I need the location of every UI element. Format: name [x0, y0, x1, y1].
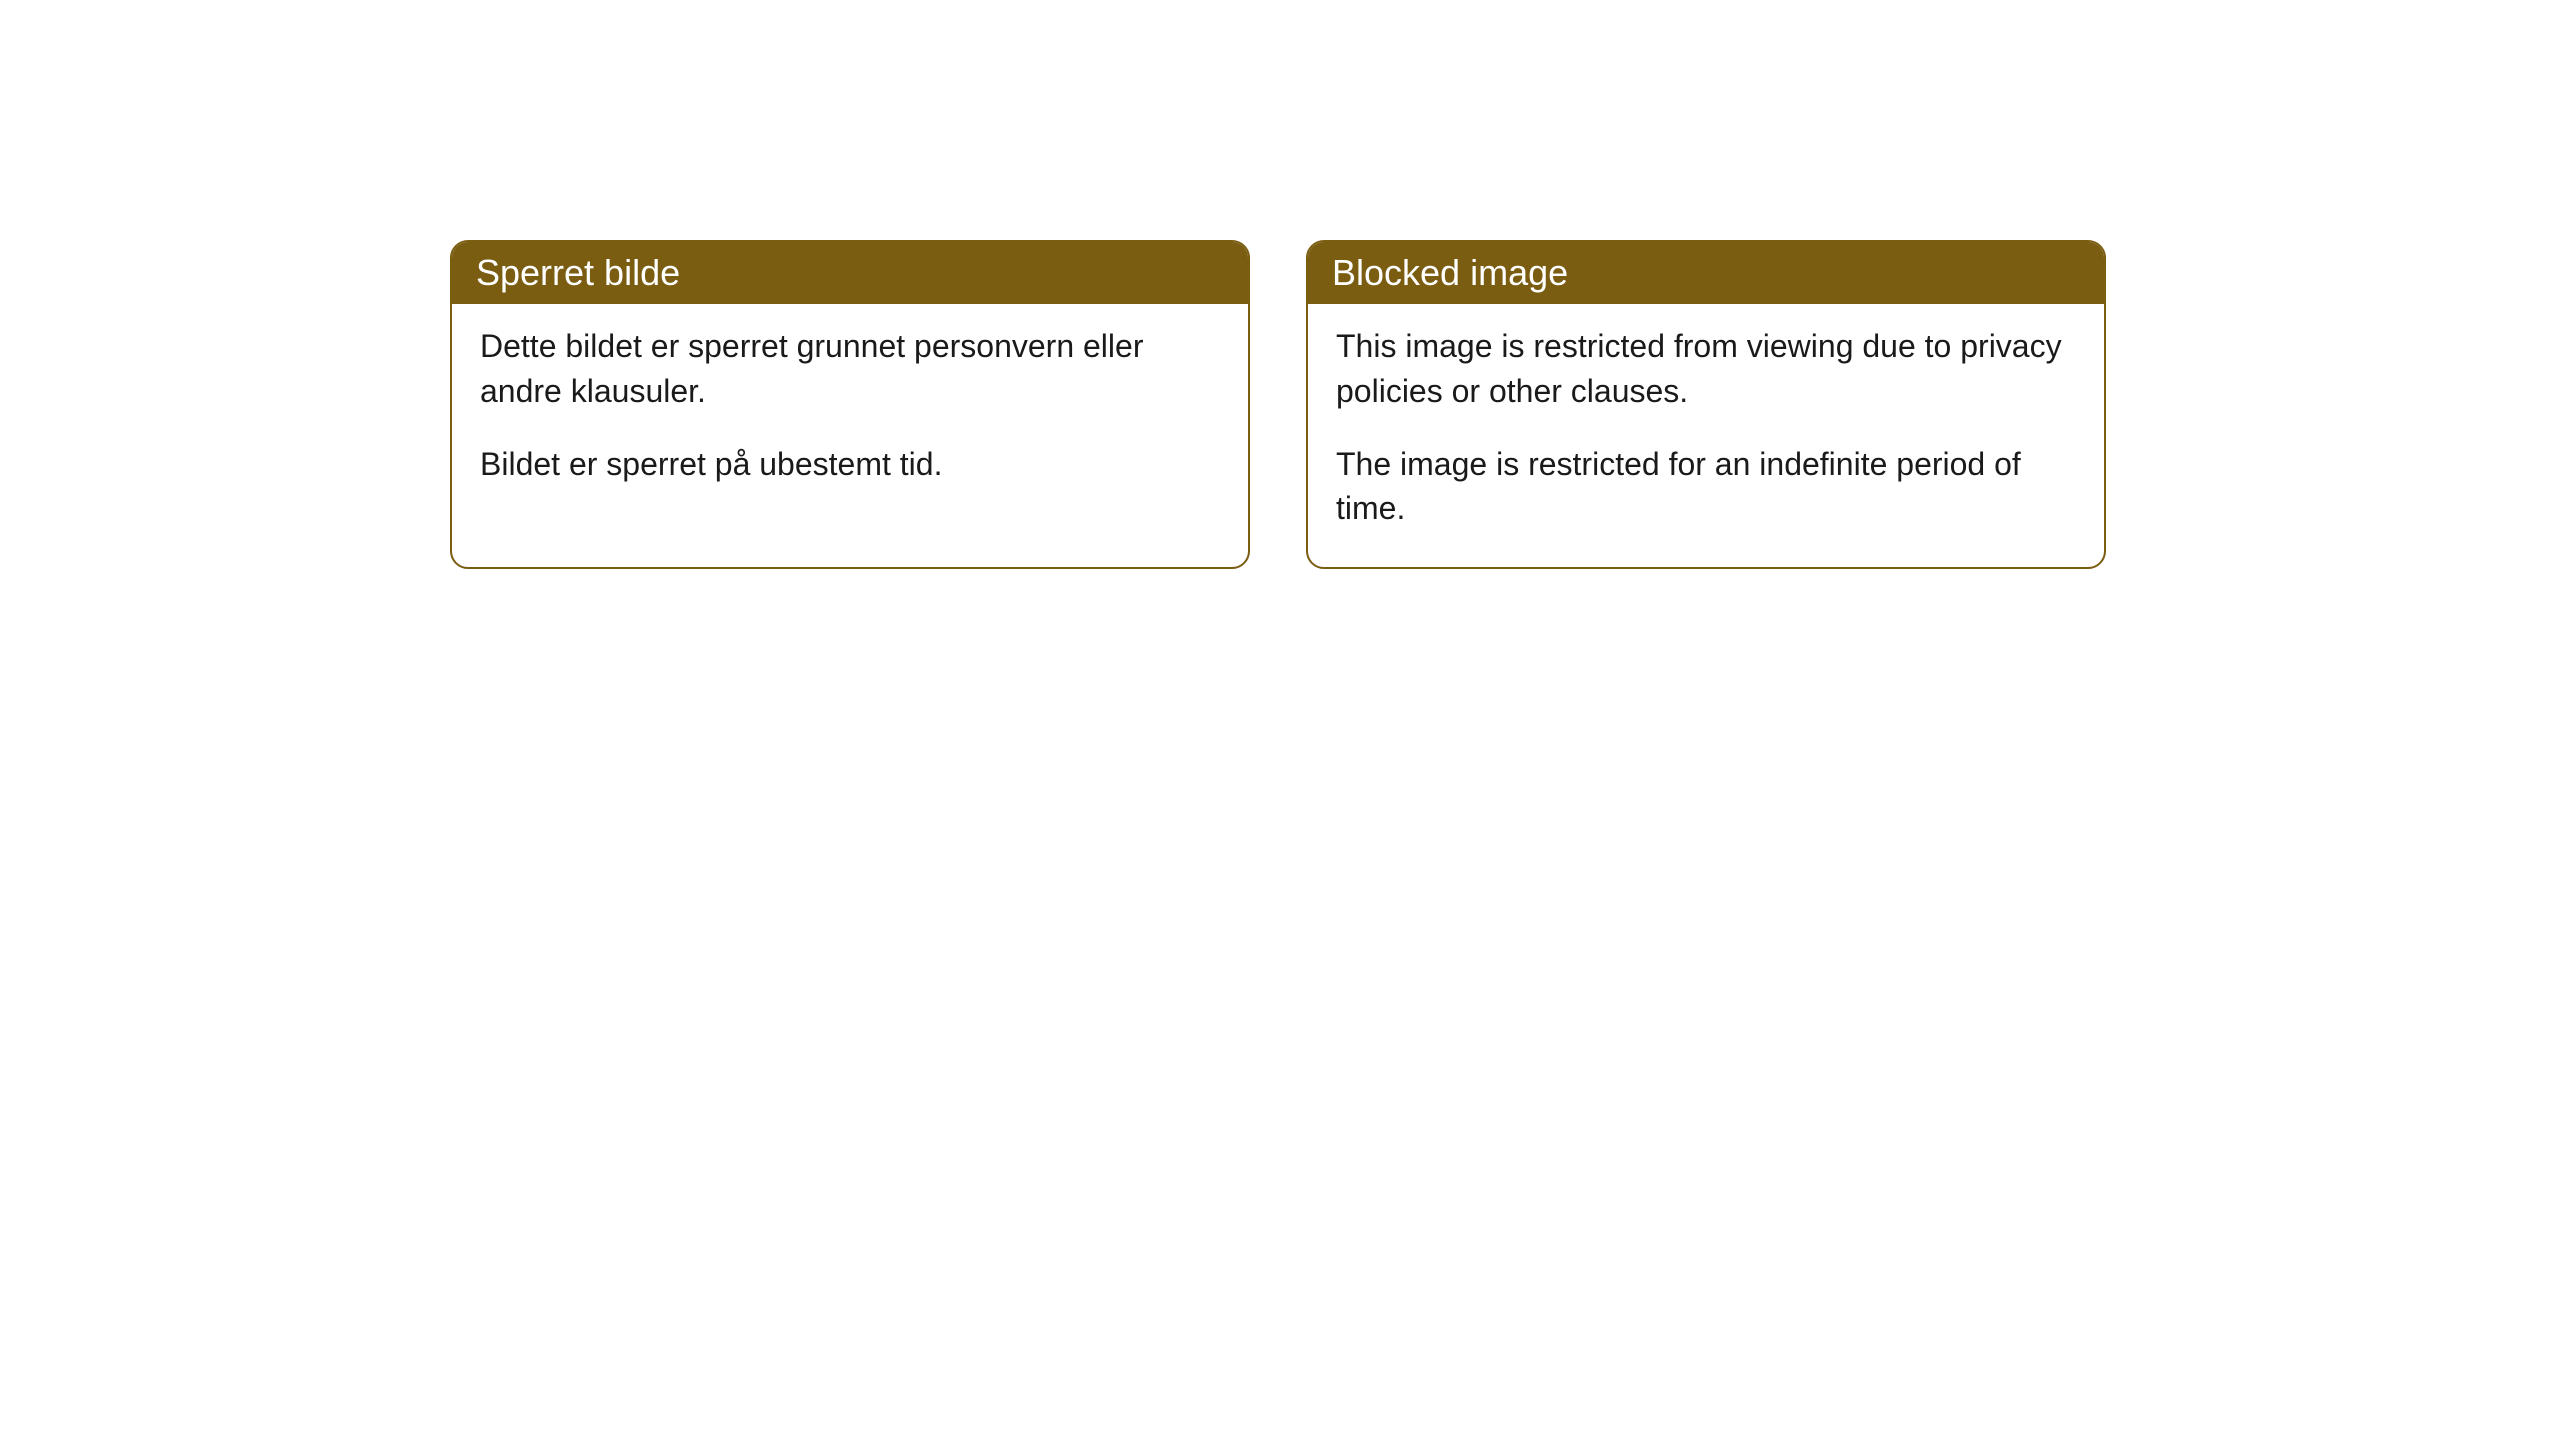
card-title: Sperret bilde	[476, 252, 680, 293]
card-body: Dette bildet er sperret grunnet personve…	[452, 304, 1248, 522]
card-paragraph: The image is restricted for an indefinit…	[1336, 442, 2076, 532]
notice-card-norwegian: Sperret bilde Dette bildet er sperret gr…	[450, 240, 1250, 569]
card-paragraph: This image is restricted from viewing du…	[1336, 324, 2076, 414]
card-paragraph: Dette bildet er sperret grunnet personve…	[480, 324, 1220, 414]
card-header: Blocked image	[1308, 242, 2104, 304]
notice-cards-container: Sperret bilde Dette bildet er sperret gr…	[450, 240, 2560, 569]
card-paragraph: Bildet er sperret på ubestemt tid.	[480, 442, 1220, 487]
card-header: Sperret bilde	[452, 242, 1248, 304]
card-title: Blocked image	[1332, 252, 1568, 293]
notice-card-english: Blocked image This image is restricted f…	[1306, 240, 2106, 569]
card-body: This image is restricted from viewing du…	[1308, 304, 2104, 567]
